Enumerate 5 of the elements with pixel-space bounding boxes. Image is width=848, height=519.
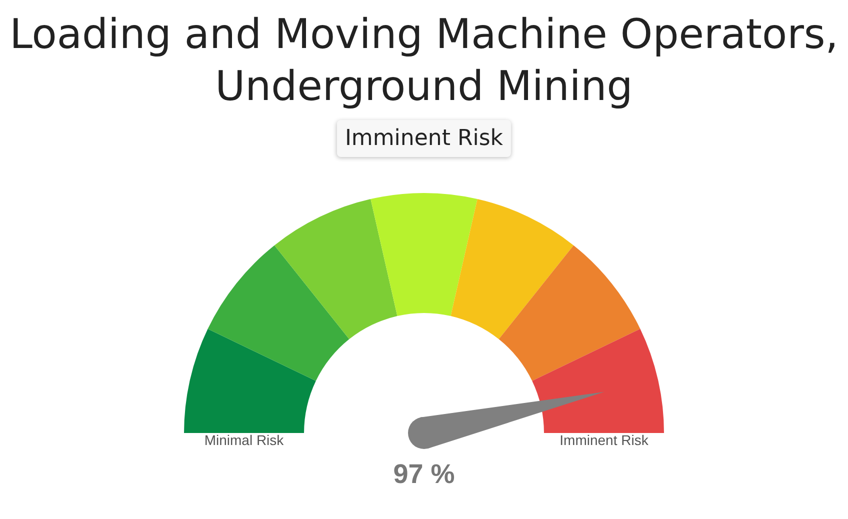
text: 97 % (393, 459, 455, 489)
chart-subtitle: Imminent Risk (336, 120, 512, 157)
slice-label: Imminent Risk (560, 432, 650, 448)
slice-label: Minimal Risk (204, 432, 285, 448)
chart-title: Loading and Moving Machine Operators, Underground Mining (8, 9, 840, 112)
